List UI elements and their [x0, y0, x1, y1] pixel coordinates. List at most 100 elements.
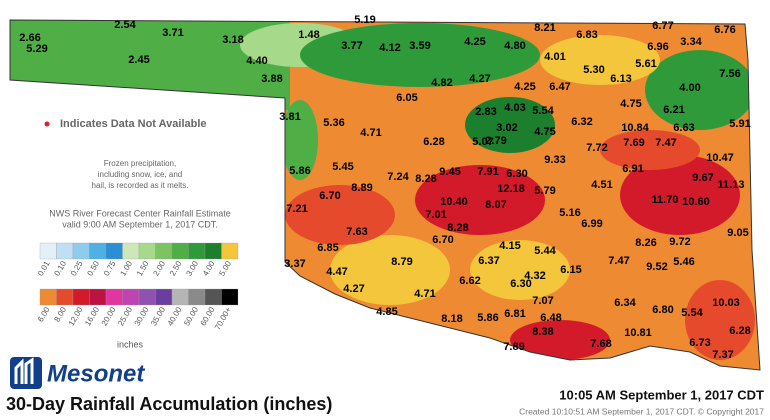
- rainfall-value: 5.54: [681, 307, 703, 319]
- rainfall-value: 5.30: [583, 64, 604, 76]
- rainfall-value: 5.46: [673, 256, 694, 268]
- legend-label: 50.00: [182, 305, 200, 327]
- rainfall-value: 4.71: [414, 288, 435, 300]
- legend-label: 70.00+: [213, 305, 233, 331]
- rainfall-value: 9.72: [669, 236, 690, 248]
- rainfall-value: 6.70: [319, 190, 340, 202]
- rainfall-value: 6.96: [647, 41, 668, 53]
- legend-swatch: [155, 242, 173, 260]
- legend-label: 1.50: [135, 259, 151, 277]
- rainfall-value: 4.32: [524, 270, 545, 282]
- rainfall-value: 7.72: [586, 142, 607, 154]
- rainfall-value: 6.30: [510, 278, 531, 290]
- legend-label: 6.00: [36, 305, 52, 323]
- legend-label: 25.00: [116, 305, 134, 327]
- rainfall-value: 4.51: [591, 179, 612, 191]
- rainfall-value: 6.73: [689, 337, 710, 349]
- timestamp: 10:05 AM September 1, 2017 CDT: [559, 387, 764, 402]
- rainfall-value: 2.54: [114, 19, 136, 31]
- rainfall-value: 7.68: [590, 338, 611, 350]
- rainfall-value: 4.71: [360, 127, 381, 139]
- rainfall-value: 9.45: [439, 166, 460, 178]
- station-values: 2.66 2.54 3.71 3.18 1.48 5.19 3.77 4.12 3.59 4.25…: [19, 14, 750, 361]
- legend-swatch: [105, 242, 123, 260]
- frozen-note: Frozen precipitation,: [104, 159, 176, 168]
- rainfall-value: 7.07: [532, 295, 553, 307]
- rainfall-value: 7.47: [608, 255, 629, 267]
- rainfall-value: 3.59: [409, 40, 430, 52]
- rainfall-value: 4.01: [544, 51, 565, 63]
- legend-swatch: [188, 242, 206, 260]
- legend-swatch: [89, 288, 107, 306]
- rainfall-value: 1.48: [298, 29, 319, 41]
- rainfall-value: 4.27: [343, 283, 364, 295]
- rainfall-value: 3.77: [341, 40, 362, 52]
- rainfall-value: 10.03: [712, 297, 740, 309]
- legend-swatch: [56, 288, 74, 306]
- rainfall-value: 4.15: [499, 240, 520, 252]
- rainfall-value: 11.13: [718, 179, 745, 191]
- missing-data-dot: [44, 121, 50, 127]
- rainfall-value: 6.77: [652, 20, 673, 32]
- legend-swatch: [221, 288, 239, 306]
- legend-swatch: [221, 242, 239, 260]
- rainfall-value: 2.79: [485, 135, 506, 147]
- rainfall-value: 9.05: [727, 227, 748, 239]
- legend-label: 30.00: [133, 305, 151, 327]
- rainfall-value: 6.83: [576, 29, 597, 41]
- legend-swatch: [72, 288, 90, 306]
- rainfall-value: 7.69: [623, 137, 644, 149]
- legend-label: 1.00: [118, 259, 134, 277]
- rainfall-value: 6.63: [673, 122, 694, 134]
- rainfall-value: 8.18: [441, 313, 462, 325]
- rainfall-value: 8.28: [447, 222, 468, 234]
- rainfall-value: 12.18: [497, 183, 525, 195]
- rainfall-value: 7.91: [477, 166, 498, 178]
- legend-swatch: [188, 288, 206, 306]
- legend-label: 35.00: [149, 305, 167, 327]
- rainfall-value: 6.76: [714, 24, 735, 36]
- rainfall-value: 6.80: [652, 304, 673, 316]
- rainfall-value: 7.63: [346, 226, 367, 238]
- rainfall-value: 6.48: [540, 312, 561, 324]
- legend-swatch: [122, 288, 140, 306]
- legend-swatch: [72, 242, 90, 260]
- legend-label: 0.10: [52, 259, 68, 277]
- rainfall-value: 7.21: [286, 203, 307, 215]
- legend-swatch: [138, 242, 156, 260]
- legend-unit: inches: [117, 339, 144, 349]
- rainfall-value: 6.81: [504, 308, 525, 320]
- rainfall-value: 3.71: [162, 27, 183, 39]
- rainfall-value: 4.03: [504, 102, 525, 114]
- legend-label: 2.00: [151, 259, 167, 277]
- rainfall-value: 7.56: [719, 68, 740, 80]
- rainfall-value: 5.54: [532, 105, 554, 117]
- rainfall-value: 6.30: [506, 168, 527, 180]
- rainfall-value: 10.84: [621, 122, 649, 134]
- rainfall-value: 7.24: [387, 171, 409, 183]
- rainfall-value: 4.47: [326, 266, 347, 278]
- rainfall-value: 6.47: [549, 81, 570, 93]
- rainfall-value: 10.40: [440, 196, 468, 208]
- legend-label: 0.75: [102, 259, 118, 277]
- legend-swatch: [39, 242, 57, 260]
- legend-label: 40.00: [166, 305, 184, 327]
- logo: [10, 357, 42, 389]
- rainfall-value: 6.28: [423, 136, 444, 148]
- legend-label: 0.25: [69, 259, 85, 277]
- rainfall-value: 3.37: [284, 258, 305, 270]
- rainfall-value: 4.82: [431, 77, 452, 89]
- rainfall-value: 6.62: [459, 275, 480, 287]
- rainfall-value: 10.60: [682, 196, 710, 208]
- legend-swatch: [155, 288, 173, 306]
- state-outline: [9, 19, 761, 371]
- rainfall-value: 2.66: [19, 32, 40, 44]
- logo-text: Mesonet: [47, 360, 145, 387]
- legend-swatch: [204, 242, 222, 260]
- rainfall-value: 4.85: [376, 306, 397, 318]
- legend-swatch: [171, 242, 189, 260]
- rainfall-value: 6.28: [729, 325, 750, 337]
- rainfall-value: 4.80: [504, 40, 525, 52]
- legend-label: 16.00: [83, 305, 101, 327]
- rainfall-value: 5.91: [729, 118, 750, 130]
